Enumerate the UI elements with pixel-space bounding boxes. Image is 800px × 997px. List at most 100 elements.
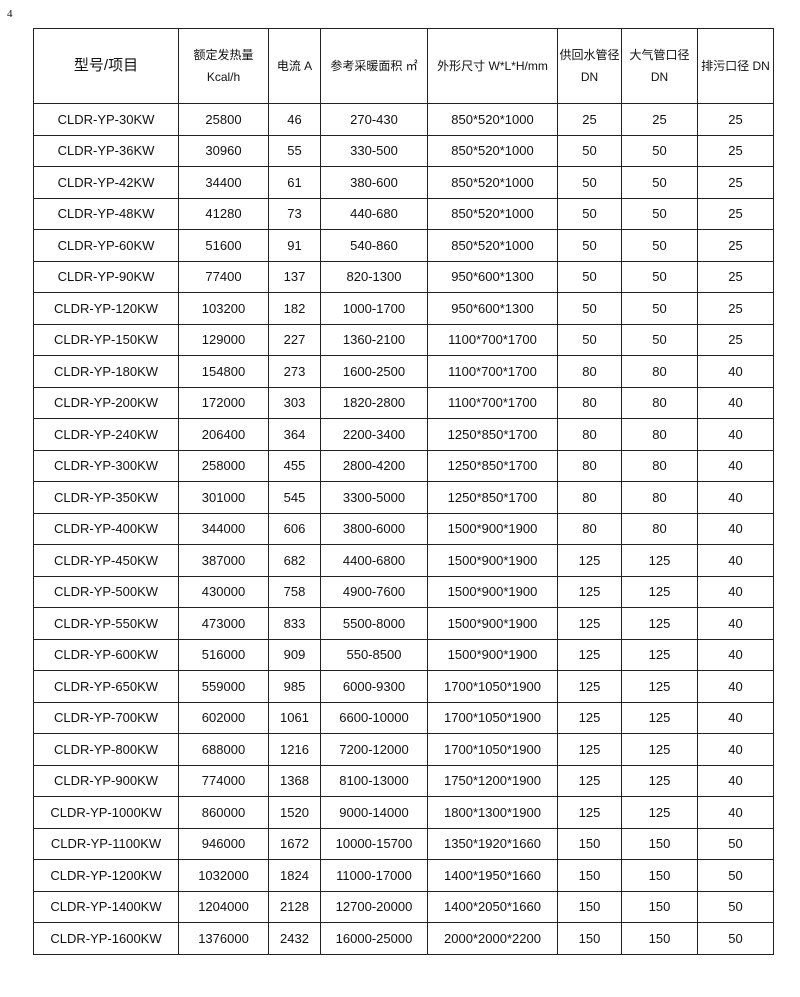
cell-vent-pipe: 125: [621, 575, 698, 608]
header-row: 型号/项目 额定发热量 Kcal/h 电流 A 参考采暖面积 ㎡ 外形尺寸 W*…: [33, 28, 774, 104]
cell-supply-pipe: 50: [557, 323, 622, 356]
cell-heating-area: 11000-17000: [320, 859, 428, 892]
cell-dimensions: 2000*2000*2200: [427, 922, 558, 955]
cell-dimensions: 1250*850*1700: [427, 418, 558, 451]
cell-dimensions: 850*520*1000: [427, 229, 558, 262]
cell-supply-pipe: 150: [557, 922, 622, 955]
cell-dimensions: 1700*1050*1900: [427, 670, 558, 703]
table-row: CLDR-YP-90KW 77400 137 820-1300 950*600*1300…: [33, 260, 774, 293]
cell-current: 2128: [268, 890, 321, 923]
cell-vent-pipe: 125: [621, 638, 698, 671]
cell-model: CLDR-YP-1000KW: [33, 796, 179, 829]
cell-current: 303: [268, 386, 321, 419]
header-supply-pipe: 供回水管径 DN: [557, 28, 622, 104]
cell-drain: 25: [697, 166, 774, 199]
cell-heat-output: 774000: [178, 764, 269, 797]
cell-vent-pipe: 25: [621, 103, 698, 136]
table-row: CLDR-YP-36KW 30960 55 330-500 850*520*1000 50…: [33, 134, 774, 167]
cell-dimensions: 1400*1950*1660: [427, 859, 558, 892]
header-vent-pipe: 大气管口径 DN: [621, 28, 698, 104]
cell-vent-pipe: 150: [621, 827, 698, 860]
header-current: 电流 A: [268, 28, 321, 104]
cell-heating-area: 5500-8000: [320, 607, 428, 640]
cell-vent-pipe: 80: [621, 418, 698, 451]
table-row: CLDR-YP-600KW 516000 909 550-8500 1500*900*1…: [33, 638, 774, 671]
cell-heat-output: 344000: [178, 512, 269, 545]
cell-supply-pipe: 125: [557, 638, 622, 671]
cell-heat-output: 1032000: [178, 859, 269, 892]
cell-drain: 40: [697, 418, 774, 451]
cell-model: CLDR-YP-350KW: [33, 481, 179, 514]
cell-current: 1368: [268, 764, 321, 797]
cell-dimensions: 1100*700*1700: [427, 323, 558, 356]
cell-vent-pipe: 150: [621, 859, 698, 892]
cell-drain: 25: [697, 134, 774, 167]
cell-drain: 40: [697, 638, 774, 671]
cell-vent-pipe: 50: [621, 260, 698, 293]
cell-supply-pipe: 25: [557, 103, 622, 136]
table-row: CLDR-YP-650KW 559000 985 6000-9300 1700*1050…: [33, 670, 774, 703]
cell-supply-pipe: 80: [557, 481, 622, 514]
cell-supply-pipe: 50: [557, 134, 622, 167]
cell-current: 1520: [268, 796, 321, 829]
cell-drain: 25: [697, 229, 774, 262]
table-row: CLDR-YP-450KW 387000 682 4400-6800 1500*900*…: [33, 544, 774, 577]
cell-vent-pipe: 50: [621, 166, 698, 199]
cell-drain: 50: [697, 890, 774, 923]
cell-vent-pipe: 80: [621, 355, 698, 388]
cell-model: CLDR-YP-700KW: [33, 701, 179, 734]
cell-heating-area: 820-1300: [320, 260, 428, 293]
cell-heating-area: 1820-2800: [320, 386, 428, 419]
cell-heating-area: 3800-6000: [320, 512, 428, 545]
cell-heating-area: 7200-12000: [320, 733, 428, 766]
cell-drain: 25: [697, 260, 774, 293]
cell-model: CLDR-YP-42KW: [33, 166, 179, 199]
cell-model: CLDR-YP-650KW: [33, 670, 179, 703]
cell-supply-pipe: 50: [557, 229, 622, 262]
cell-dimensions: 1750*1200*1900: [427, 764, 558, 797]
table-row: CLDR-YP-60KW 51600 91 540-860 850*520*1000 50…: [33, 229, 774, 262]
table-row: CLDR-YP-48KW 41280 73 440-680 850*520*1000 50…: [33, 197, 774, 230]
cell-heat-output: 25800: [178, 103, 269, 136]
cell-heating-area: 550-8500: [320, 638, 428, 671]
cell-heat-output: 1376000: [178, 922, 269, 955]
cell-current: 833: [268, 607, 321, 640]
cell-model: CLDR-YP-120KW: [33, 292, 179, 325]
cell-heat-output: 602000: [178, 701, 269, 734]
cell-dimensions: 1250*850*1700: [427, 449, 558, 482]
cell-current: 364: [268, 418, 321, 451]
table-row: CLDR-YP-180KW 154800 273 1600-2500 1100*700*…: [33, 355, 774, 388]
cell-drain: 40: [697, 701, 774, 734]
cell-drain: 50: [697, 859, 774, 892]
cell-model: CLDR-YP-60KW: [33, 229, 179, 262]
cell-supply-pipe: 125: [557, 670, 622, 703]
cell-drain: 25: [697, 197, 774, 230]
cell-current: 758: [268, 575, 321, 608]
cell-drain: 40: [697, 449, 774, 482]
cell-heating-area: 1000-1700: [320, 292, 428, 325]
cell-heating-area: 4400-6800: [320, 544, 428, 577]
cell-drain: 25: [697, 103, 774, 136]
cell-drain: 40: [697, 544, 774, 577]
cell-heat-output: 473000: [178, 607, 269, 640]
cell-drain: 25: [697, 323, 774, 356]
cell-heat-output: 30960: [178, 134, 269, 167]
cell-heating-area: 330-500: [320, 134, 428, 167]
cell-model: CLDR-YP-900KW: [33, 764, 179, 797]
cell-heating-area: 6600-10000: [320, 701, 428, 734]
table-row: CLDR-YP-30KW 25800 46 270-430 850*520*1000 25…: [33, 103, 774, 136]
cell-vent-pipe: 125: [621, 701, 698, 734]
cell-model: CLDR-YP-1600KW: [33, 922, 179, 955]
cell-supply-pipe: 80: [557, 386, 622, 419]
cell-dimensions: 850*520*1000: [427, 134, 558, 167]
table-row: CLDR-YP-500KW 430000 758 4900-7600 1500*900*…: [33, 575, 774, 608]
cell-drain: 40: [697, 670, 774, 703]
cell-drain: 40: [697, 607, 774, 640]
cell-model: CLDR-YP-500KW: [33, 575, 179, 608]
cell-supply-pipe: 80: [557, 418, 622, 451]
cell-supply-pipe: 150: [557, 827, 622, 860]
table-row: CLDR-YP-550KW 473000 833 5500-8000 1500*900*…: [33, 607, 774, 640]
cell-model: CLDR-YP-550KW: [33, 607, 179, 640]
cell-heating-area: 540-860: [320, 229, 428, 262]
cell-dimensions: 1100*700*1700: [427, 386, 558, 419]
